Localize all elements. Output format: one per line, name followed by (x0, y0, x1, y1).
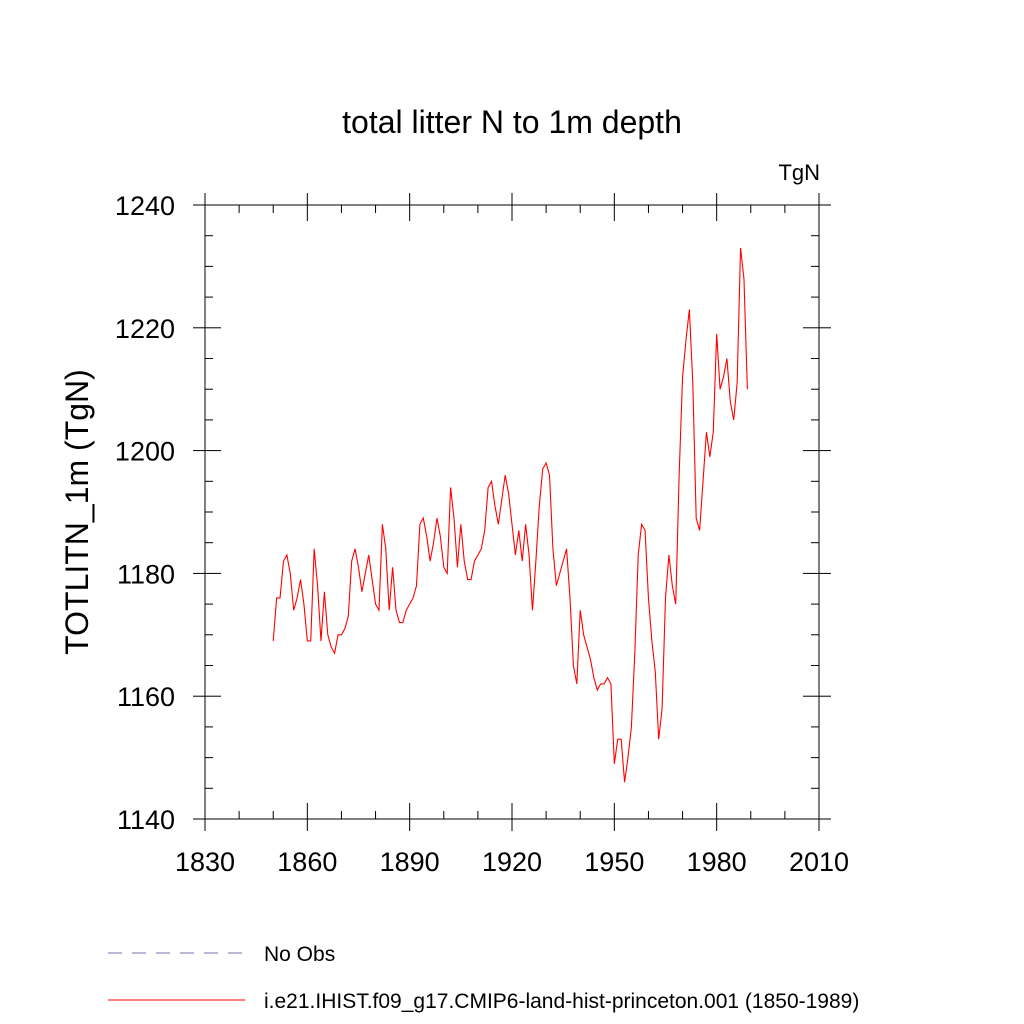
x-tick-label: 1950 (584, 847, 644, 877)
x-axis: 1830 1860 1890 1920 1950 1980 2010 (175, 193, 849, 877)
y-axis: 1140 1160 1180 1200 1220 1240 (115, 191, 831, 835)
x-tick-label: 2010 (789, 847, 849, 877)
y-tick-label: 1220 (115, 314, 175, 344)
legend-label-0: No Obs (264, 943, 335, 966)
y-tick-label: 1200 (115, 437, 175, 467)
legend: No Obs i.e21.IHIST.f09_g17.CMIP6-land-his… (108, 943, 859, 1013)
legend-label-1: i.e21.IHIST.f09_g17.CMIP6-land-hist-prin… (264, 990, 859, 1013)
y-tick-label: 1160 (117, 682, 175, 712)
x-tick-label: 1860 (277, 847, 337, 877)
chart-title: total litter N to 1m depth (342, 104, 682, 140)
x-tick-label: 1830 (175, 847, 235, 877)
y-tick-label: 1140 (117, 805, 175, 835)
x-tick-label: 1890 (380, 847, 440, 877)
y-tick-label: 1240 (115, 191, 175, 221)
minor-ticks (205, 205, 819, 819)
x-tick-label: 1920 (482, 847, 542, 877)
series-lines (272, 247, 748, 783)
y-tick-label: 1180 (117, 559, 175, 589)
units-label: TgN (778, 160, 820, 185)
y-axis-label: TOTLITN_1m (TgN) (59, 369, 95, 655)
plot-frame (204, 204, 820, 820)
x-tick-label: 1980 (687, 847, 747, 877)
series-line-1 (272, 247, 748, 783)
